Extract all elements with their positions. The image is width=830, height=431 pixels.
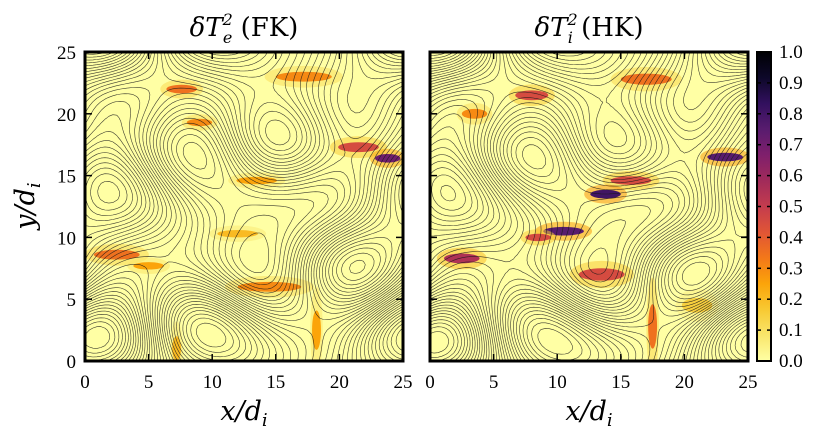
colorbar-tick-label: 0.9 <box>779 73 803 94</box>
hotspot <box>133 262 164 270</box>
x-tick-label: 10 <box>548 372 567 393</box>
hotspot <box>648 304 658 349</box>
hotspot <box>525 233 551 242</box>
y-tick-label: 5 <box>67 290 77 311</box>
hotspot <box>578 268 625 281</box>
y-tick-label: 10 <box>57 228 76 249</box>
hotspot <box>312 310 321 350</box>
panel-title-a: δT2 e (FK) <box>190 10 299 47</box>
hotspot <box>166 84 197 94</box>
x-tick-label: 20 <box>330 372 349 393</box>
hotspot <box>186 118 213 127</box>
x-tick-label: 5 <box>489 372 499 393</box>
tick-marks-b: 0 5 10 15 20 25 <box>425 51 758 393</box>
colorbar-tick-label: 0.1 <box>779 320 803 341</box>
y-axis-label: y/di <box>10 182 45 230</box>
x-tick-label: 10 <box>203 372 222 393</box>
x-axis-label-a: x/di <box>220 396 267 431</box>
hotspot <box>237 281 302 292</box>
plot-frame-b <box>428 50 750 363</box>
contour-lines <box>85 52 403 361</box>
colorbar-tick-label: 0.2 <box>779 289 803 310</box>
x-tick-label: 0 <box>425 372 435 393</box>
heatmap-background-a <box>85 52 403 361</box>
colorbar-tick-label: 0.5 <box>779 197 803 218</box>
colorbar-tick-label: 0.4 <box>779 227 803 248</box>
panel-ions-hk: 0 5 10 15 20 25 δT2 i (HK) x/di <box>425 10 757 431</box>
x-tick-label: 15 <box>266 372 285 393</box>
colorbar-tick-label: 0.0 <box>779 351 803 372</box>
panel-title-b: δT2 i (HK) <box>535 10 644 47</box>
hotspot <box>461 108 488 119</box>
hotspot <box>338 142 379 153</box>
x-tick-label: 20 <box>675 372 694 393</box>
x-tick-label: 5 <box>144 372 154 393</box>
panel-electrons-fk: 0 5 10 15 20 25 0 5 10 15 20 25 δT2 e (FK) x/di y/di <box>10 10 413 431</box>
colorbar-tick-label: 0.3 <box>779 258 803 279</box>
y-tick-label: 15 <box>57 167 76 188</box>
plot-frame-a <box>83 50 405 363</box>
colorbar-tick-label: 0.8 <box>779 104 803 125</box>
hotspot <box>610 176 652 185</box>
colorbar-tick-label: 1.0 <box>779 42 803 63</box>
x-tick-label: 25 <box>739 372 758 393</box>
hotspot <box>275 71 332 82</box>
hotspot <box>620 73 672 85</box>
y-tick-label: 20 <box>57 105 76 126</box>
x-axis-label-b: x/di <box>565 396 612 431</box>
flux-contours-a <box>85 52 403 361</box>
y-tick-label: 0 <box>67 352 77 373</box>
colorbar: 1.0 0.9 0.8 0.7 0.6 0.5 0.4 0.3 0.2 0.1 0.0 <box>756 42 803 372</box>
colorbar-tick-label: 0.6 <box>779 166 803 187</box>
y-tick-label: 25 <box>57 43 76 64</box>
tick-marks-a: 0 5 10 15 20 25 0 5 10 15 20 25 <box>57 43 413 393</box>
colorbar-tick-label: 0.7 <box>779 135 803 156</box>
x-tick-label: 0 <box>80 372 90 393</box>
x-tick-label: 15 <box>611 372 630 393</box>
colorbar-ticks: 1.0 0.9 0.8 0.7 0.6 0.5 0.4 0.3 0.2 0.1 0.0 <box>757 42 803 372</box>
colorbar-gradient <box>757 52 771 361</box>
x-tick-label: 25 <box>394 372 413 393</box>
